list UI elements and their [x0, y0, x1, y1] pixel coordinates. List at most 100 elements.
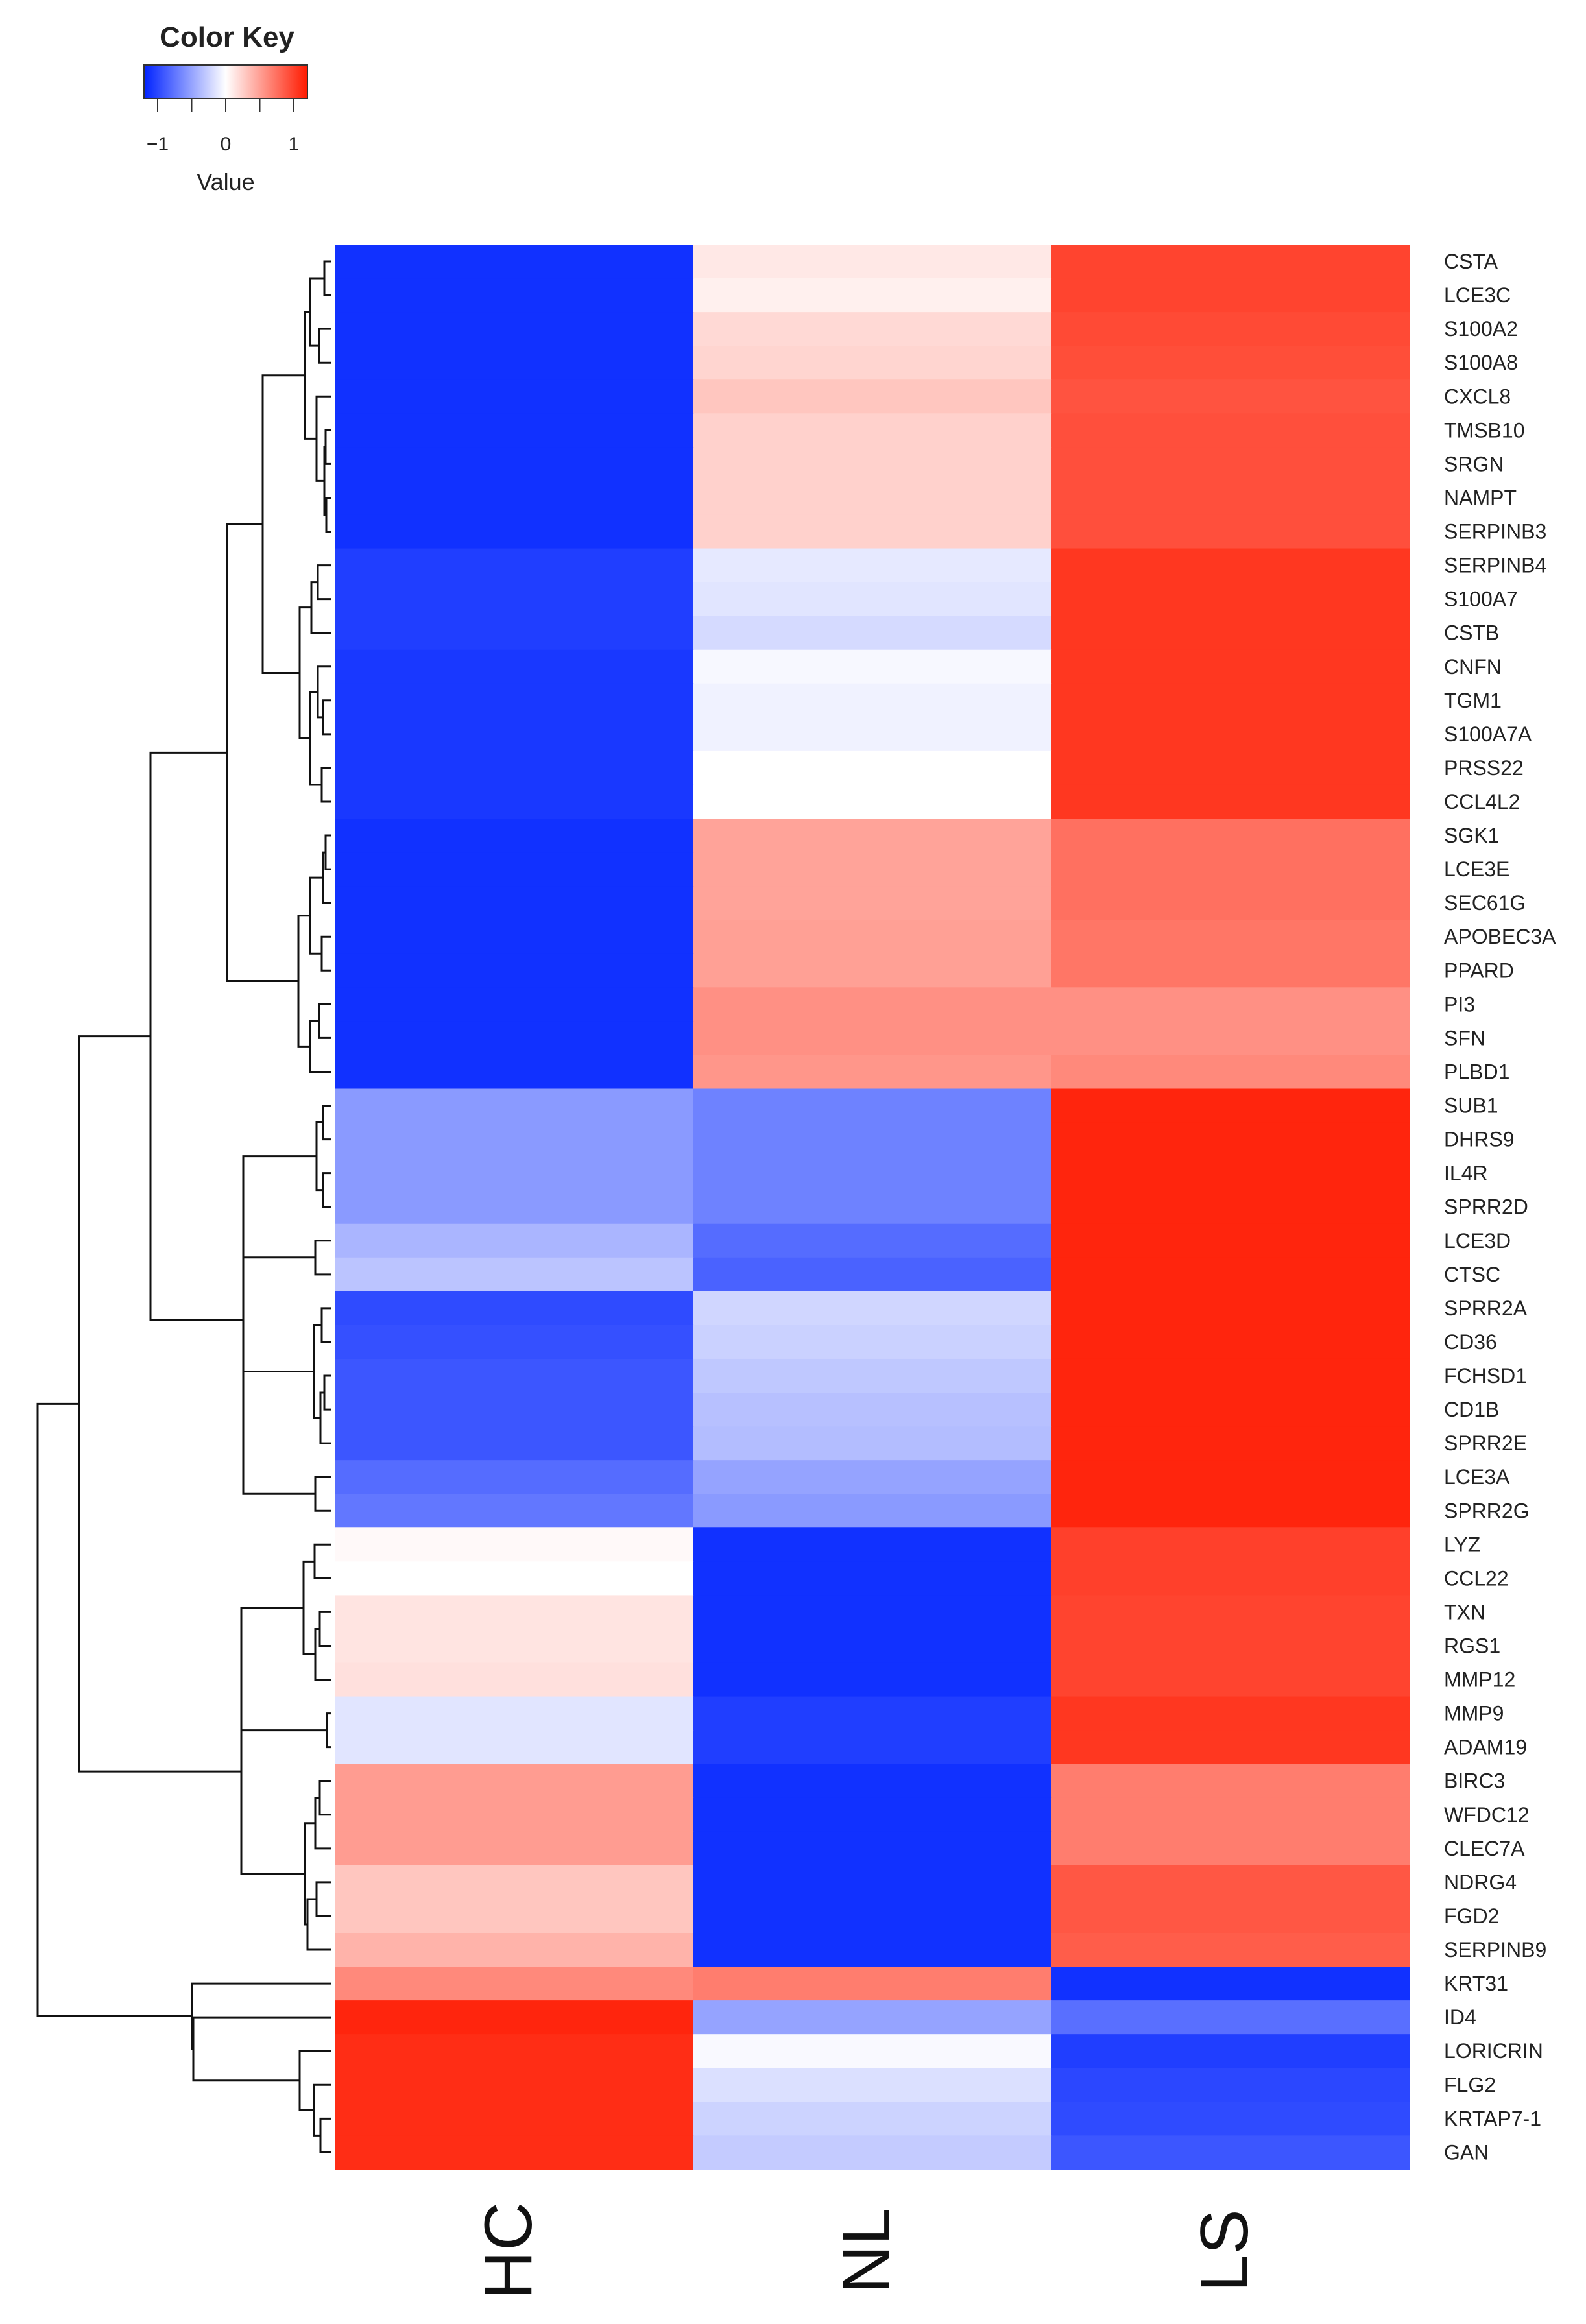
- row-label: FLG2: [1444, 2073, 1496, 2096]
- row-label: APOBEC3A: [1444, 925, 1556, 948]
- heatmap-cell: [335, 548, 694, 583]
- heatmap-cell: [1051, 750, 1410, 785]
- heatmap-cell: [335, 1122, 694, 1157]
- heatmap-cell: [1051, 953, 1410, 988]
- heatmap-cell: [335, 616, 694, 651]
- heatmap-cell: [1051, 1629, 1410, 1664]
- dendrogram-branch: [309, 691, 322, 786]
- dendrogram-branch: [318, 1780, 331, 1816]
- heatmap-cell: [693, 582, 1052, 617]
- dendrogram-branch: [325, 496, 331, 533]
- heatmap-cell: [693, 245, 1052, 279]
- heatmap-cell: [693, 1899, 1052, 1934]
- color-key-axis-label: Value: [197, 169, 254, 195]
- heatmap-cell: [335, 1865, 694, 1900]
- dendrogram-branch: [326, 1712, 331, 1749]
- heatmap-cell: [1051, 379, 1410, 414]
- row-label: ID4: [1444, 2006, 1476, 2029]
- heatmap-cell: [1051, 1426, 1410, 1461]
- heatmap-cell: [335, 920, 694, 954]
- heatmap-cell: [335, 683, 694, 718]
- row-label: S100A2: [1444, 317, 1518, 341]
- heatmap-cell: [693, 920, 1052, 954]
- heatmap-cell: [335, 1899, 694, 1934]
- column-labels: HC NL LS: [471, 2202, 1262, 2299]
- dendrogram-branch: [242, 1371, 315, 1495]
- heatmap-cell: [693, 1460, 1052, 1494]
- row-label: NDRG4: [1444, 1871, 1517, 1894]
- heatmap-cell: [335, 346, 694, 380]
- heatmap-cell: [693, 346, 1052, 380]
- heatmap-cell: [335, 1223, 694, 1258]
- dendrogram-branch: [318, 1003, 331, 1039]
- heatmap-cell: [335, 379, 694, 414]
- row-dendrogram: [36, 260, 331, 2153]
- heatmap-cell: [335, 1291, 694, 1326]
- heatmap-cell: [1051, 413, 1410, 448]
- dendrogram-branch: [149, 751, 243, 1321]
- row-label: SPRR2E: [1444, 1432, 1527, 1455]
- heatmap-cell: [693, 987, 1052, 1022]
- heatmap-cell: [693, 1865, 1052, 1900]
- row-label: SPRR2D: [1444, 1195, 1528, 1219]
- dendrogram-branch: [317, 564, 331, 601]
- heatmap-cell: [1051, 920, 1410, 954]
- heatmap-cell: [693, 1291, 1052, 1326]
- dendrogram-branch: [240, 1607, 327, 1732]
- heatmap-cell: [335, 1460, 694, 1494]
- color-key-tick-label: 0: [221, 134, 232, 155]
- dendrogram-branch: [306, 1898, 331, 1951]
- heatmap-cell: [1051, 1527, 1410, 1562]
- heatmap-cell: [335, 1358, 694, 1393]
- dendrogram-branch: [324, 429, 331, 465]
- row-label: LORICRIN: [1444, 2039, 1543, 2063]
- heatmap-cell: [1051, 1797, 1410, 1832]
- heatmap-cell: [1051, 481, 1410, 516]
- dendrogram-branch: [191, 1982, 331, 2050]
- heatmap-cell: [1051, 886, 1410, 920]
- heatmap-cell: [693, 1764, 1052, 1799]
- row-label: CXCL8: [1444, 385, 1511, 408]
- heatmap-cell: [335, 717, 694, 752]
- row-label: BIRC3: [1444, 1769, 1505, 1793]
- row-label: SGK1: [1444, 824, 1499, 847]
- heatmap-cell: [1051, 278, 1410, 313]
- dendrogram-branch: [36, 1402, 192, 2018]
- heatmap-cell: [335, 413, 694, 448]
- row-label: CSTA: [1444, 250, 1498, 273]
- column-label: NL: [829, 2208, 904, 2294]
- heatmap-cell: [1051, 1899, 1410, 1934]
- heatmap-cell: [335, 1021, 694, 1056]
- heatmap-cell: [693, 2068, 1052, 2102]
- row-label: SRGN: [1444, 452, 1504, 475]
- row-label: TMSB10: [1444, 418, 1524, 442]
- heatmap-cell: [693, 1324, 1052, 1360]
- heatmap-cell: [1051, 1764, 1410, 1799]
- row-label: GAN: [1444, 2140, 1489, 2164]
- color-key: Color Key −1 0 1 Value: [143, 21, 308, 195]
- heatmap-cell: [693, 1223, 1052, 1258]
- heatmap-cell: [1051, 447, 1410, 482]
- heatmap-cell: [1051, 1055, 1410, 1090]
- heatmap-cell: [335, 514, 694, 549]
- row-label: KRTAP7-1: [1444, 2107, 1541, 2130]
- row-label: S100A8: [1444, 351, 1518, 374]
- row-label: RGS1: [1444, 1635, 1500, 1658]
- row-label: CCL4L2: [1444, 790, 1520, 813]
- row-label: S100A7: [1444, 588, 1518, 611]
- row-labels: CSTA LCE3C S100A2 S100A8 CXCL8 TMSB10 SRGN NAMP…: [1444, 250, 1556, 2164]
- heatmap-cell: [335, 1797, 694, 1832]
- heatmap-cell: [335, 852, 694, 887]
- heatmap-cell: [693, 1595, 1052, 1630]
- heatmap-cell: [1051, 1561, 1410, 1596]
- heatmap-cell: [693, 1629, 1052, 1664]
- heatmap-cell: [335, 2034, 694, 2068]
- heatmap-cell: [693, 1122, 1052, 1157]
- row-label: DHRS9: [1444, 1128, 1514, 1151]
- row-label: CD36: [1444, 1330, 1497, 1354]
- heatmap-cell: [335, 1393, 694, 1427]
- dendrogram-branch: [318, 328, 331, 364]
- row-label: PRSS22: [1444, 756, 1524, 780]
- heatmap-cell: [1051, 2000, 1410, 2035]
- dendrogram-branch: [313, 1543, 331, 1579]
